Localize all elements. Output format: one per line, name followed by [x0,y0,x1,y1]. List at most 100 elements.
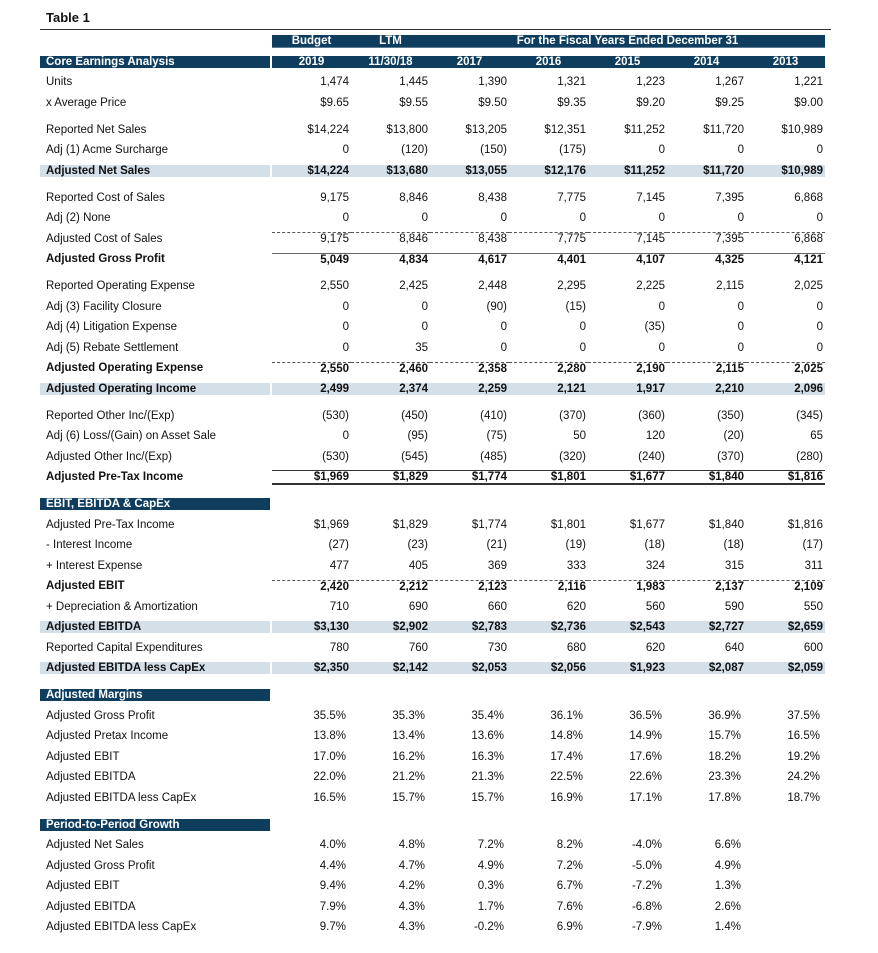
row-value: 16.5% [313,791,346,804]
row-value: 2,115 [667,361,746,375]
row-value: (17) [802,539,823,552]
row-value: $11,252 [588,164,667,177]
row-value: $1,801 [509,469,588,485]
row-value: 620 [645,641,665,654]
table-row: - Interest Income (27) (23) (21) (19) (18) (18… [40,535,831,556]
row-label: Adjusted EBITDA [40,621,270,634]
row-value: $3,130 [272,621,351,634]
row-value: 2,358 [430,361,509,375]
row-value: 4.7% [398,859,425,872]
row-value: 0.3% [477,880,504,893]
row-label: Adj (5) Rebate Settlement [46,341,179,354]
row-value: (20) [723,430,744,443]
row-value: (350) [717,409,744,422]
row-value: 0 [342,321,349,334]
row-value: $11,720 [703,123,744,136]
header-ltm: LTM [351,34,430,48]
row-value: 14.9% [629,730,662,743]
row-value: 2,550 [320,280,349,293]
table-row: Reported Net Sales $14,224 $13,800 $13,205 $… [40,120,831,141]
row-value: (530) [322,450,349,463]
core-earnings-table: Budget LTM For the Fiscal Years Ended De… [40,31,831,938]
row-value: 0 [342,144,349,157]
row-value: 4.3% [398,921,425,934]
row-value: $9.00 [794,96,823,109]
row-value: 1,474 [320,76,349,89]
table-row: Adjusted EBITDA $3,130 $2,902 $2,783 $2,736 $… [40,617,831,638]
row-label: Adj (2) None [46,212,111,225]
row-value: -7.2% [631,880,662,893]
table-row: Adj (2) None 0 0 0 0 0 0 0 [40,208,831,229]
row-value: 13.8% [313,730,346,743]
row-value: -7.9% [631,921,662,934]
row-value: 0 [658,300,665,313]
row-value: (530) [322,409,349,422]
table-row: + Depreciation & Amortization 710 690 660 62… [40,597,831,618]
row-value: 16.9% [550,791,583,804]
row-value: 0 [579,212,586,225]
row-label: Adjusted Operating Income [40,382,270,395]
row-value: 24.2% [787,771,820,784]
row-value: 36.5% [629,709,662,722]
row-value: 6.7% [556,880,583,893]
row-value: 660 [487,600,507,613]
row-label: Reported Other Inc/(Exp) [46,409,175,422]
row-value: 13.6% [471,730,504,743]
table-row: Adjusted Cost of Sales 9,175 8,846 8,438 7,7… [40,229,831,250]
row-label: Adjusted EBITDA less CapEx [40,662,270,675]
row-value: 4.3% [398,900,425,913]
row-value: 9,175 [272,232,351,245]
row-value: 4.8% [398,839,425,852]
row-value: $2,783 [430,621,509,634]
row-value: $10,989 [781,123,823,136]
table-row: Adjusted Pre-Tax Income $1,969 $1,829 $1,77… [40,515,831,536]
row-value: 324 [645,559,665,572]
table-row: Adjusted EBIT 2,420 2,212 2,123 2,116 1,983 2,… [40,576,831,597]
row-value: (15) [565,300,586,313]
row-value: $12,176 [509,164,588,177]
row-value: 0 [816,300,823,313]
row-value: 0 [737,300,744,313]
row-value: $2,543 [588,621,667,634]
row-value: $10,989 [746,164,825,177]
row-value: 640 [724,641,744,654]
row-value: $11,252 [624,123,665,136]
row-value: 2,225 [636,280,665,293]
row-value: 0 [342,341,349,354]
row-value: 2,190 [588,361,667,375]
row-value: 311 [804,559,823,572]
row-value: 4,834 [351,252,430,266]
row-value: 680 [566,641,586,654]
row-value: 7,145 [636,191,665,204]
table-row: Adjusted Gross Profit 5,049 4,834 4,617 4,40… [40,249,831,270]
row-value: 550 [803,600,823,613]
title-rule [40,29,831,30]
table-row: Adj (3) Facility Closure 0 0 (90) (15) 0 0 0 [40,297,831,318]
row-value: 0 [658,341,665,354]
row-value: 780 [329,641,349,654]
row-value: 8,438 [478,191,507,204]
table-row: Adjusted Gross Profit 4.4% 4.7% 4.9% 7.2% -5.… [40,856,831,877]
row-value: 17.1% [629,791,662,804]
row-value: 2,096 [746,382,825,395]
row-label: Adj (3) Facility Closure [46,300,162,313]
row-value: $1,829 [392,518,428,531]
row-value: 0 [342,430,349,443]
row-value: 0 [500,341,507,354]
row-value: $13,680 [351,164,430,177]
row-value: $1,677 [629,518,665,531]
row-value: $2,736 [509,621,588,634]
row-value: 8.2% [556,839,583,852]
row-value: 17.4% [550,750,583,763]
row-value: $2,727 [667,621,746,634]
row-value: $1,816 [746,469,825,485]
row-value: 4.9% [714,859,741,872]
row-value: (75) [486,430,507,443]
row-value: 1.4% [714,921,741,934]
row-value: 19.2% [787,750,820,763]
row-label: Adj (6) Loss/(Gain) on Asset Sale [46,430,217,443]
row-value: 22.0% [313,771,346,784]
row-value: $14,224 [272,164,351,177]
row-label: Adjusted Gross Profit [46,253,165,266]
row-value: 2,025 [746,361,825,375]
